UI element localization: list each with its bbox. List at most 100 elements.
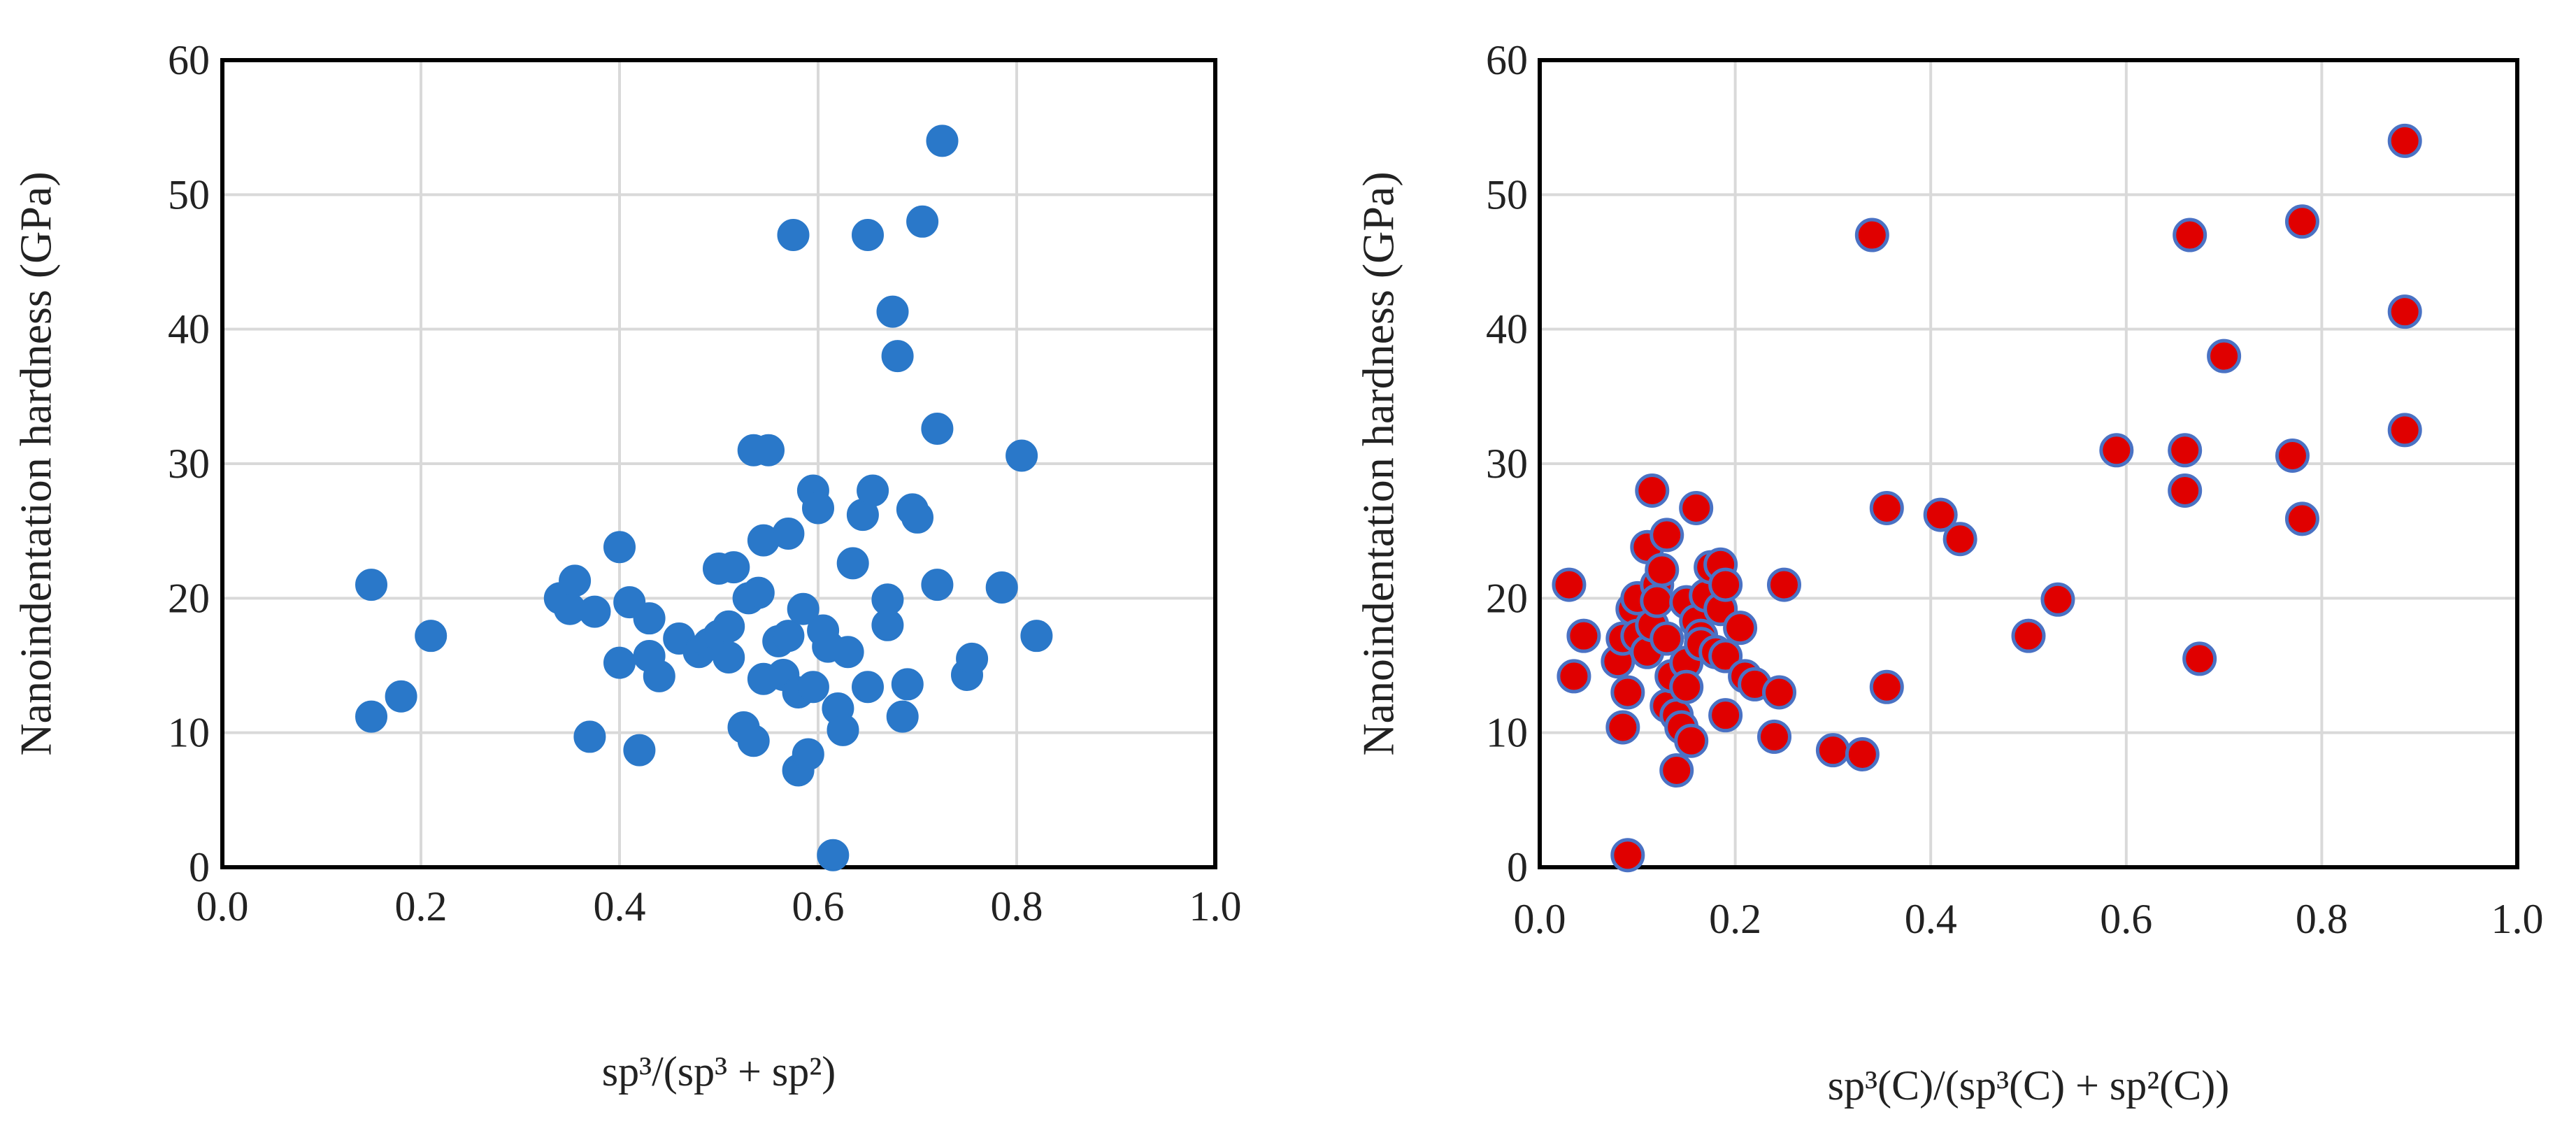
x-tick-label-left: 0.4 (594, 883, 646, 929)
data-point-right (1674, 723, 1709, 758)
data-point-left (603, 646, 636, 679)
data-point-right (1869, 669, 1904, 704)
y-tick-label-left: 40 (168, 306, 210, 352)
data-point-right (1610, 838, 1645, 873)
data-point-left (573, 720, 606, 753)
data-point-right (1635, 473, 1670, 508)
data-point-right (2387, 413, 2422, 448)
data-point-left (772, 518, 805, 550)
y-tick-label-right: 10 (1486, 710, 1528, 756)
y-ticks-left: 0 10 20 30 40 50 60 (168, 37, 210, 890)
data-point-right (1708, 567, 1743, 602)
data-point-right (1679, 490, 1714, 525)
data-point-right (2011, 618, 2046, 653)
data-point-right (2182, 641, 2217, 676)
y-tick-label-left: 30 (168, 441, 210, 487)
data-point-left (817, 839, 850, 871)
x-tick-label-right: 0.0 (1514, 896, 1566, 942)
data-point-right (2168, 473, 2203, 508)
data-point-right (1650, 518, 1684, 553)
data-point-right (1708, 639, 1743, 674)
data-point-right (1645, 553, 1680, 587)
x-ticks-right: 0.0 0.2 0.4 0.6 0.8 1.0 (1514, 896, 2544, 942)
data-point-left (926, 124, 959, 157)
x-tick-label-left: 0.0 (196, 883, 249, 929)
data-point-right (1605, 710, 1640, 745)
data-point-right (1557, 659, 1591, 694)
data-point-left (772, 620, 805, 653)
y-ticks-right: 0 10 20 30 40 50 60 (1486, 37, 1528, 890)
plot-frame-left (220, 58, 1217, 869)
x-axis-label-right: sp³(C)/(sp³(C) + sp²(C)) (1828, 1062, 2229, 1109)
data-point-left (985, 571, 1018, 604)
data-point-left (886, 700, 919, 733)
data-point-left (777, 219, 810, 252)
data-point-right (2284, 204, 2319, 239)
data-point-right (1854, 218, 1889, 252)
data-point-right (2275, 438, 2310, 473)
x-tick-label-left: 0.2 (395, 883, 448, 929)
x-ticks-left: 0.0 0.2 0.4 0.6 0.8 1.0 (196, 883, 1242, 929)
data-point-right (2040, 582, 2075, 617)
data-point-left (355, 569, 387, 601)
data-point-right (1762, 675, 1797, 710)
grid-left (221, 59, 1217, 869)
data-point-right (1552, 567, 1587, 602)
data-point-right (1923, 497, 1958, 532)
y-tick-label-right: 60 (1486, 37, 1528, 83)
data-point-right (1650, 621, 1684, 656)
points-right (1552, 123, 2422, 873)
data-point-right (1659, 753, 1694, 788)
x-tick-label-left: 1.0 (1189, 883, 1242, 929)
y-tick-label-left: 60 (168, 37, 210, 83)
data-point-left (742, 576, 775, 609)
y-tick-label-left: 50 (168, 171, 210, 218)
data-point-right (1757, 719, 1792, 754)
data-point-right (1845, 736, 1880, 771)
data-point-left (1006, 439, 1038, 472)
data-point-left (355, 700, 387, 733)
data-point-left (876, 295, 909, 328)
data-point-left (752, 434, 785, 466)
y-tick-label-left: 20 (168, 575, 210, 621)
data-point-right (2168, 433, 2203, 468)
data-point-right (2387, 123, 2422, 158)
chart-left: 0 10 20 30 40 50 60 0.0 0.2 0.4 0.6 0.8 1.0 sp³/(sp… (11, 37, 1242, 1095)
x-tick-label-left: 0.8 (991, 883, 1043, 929)
data-point-left (802, 492, 834, 525)
data-point-left (415, 620, 448, 653)
data-point-left (578, 595, 611, 628)
data-point-left (857, 474, 889, 507)
data-point-left (643, 660, 675, 692)
x-tick-label-right: 0.6 (2100, 896, 2152, 942)
data-point-left (737, 725, 770, 757)
y-tick-label-right: 0 (1507, 844, 1528, 890)
data-point-right (1708, 698, 1743, 733)
y-tick-label-right: 20 (1486, 575, 1528, 621)
y-tick-label-right: 50 (1486, 171, 1528, 218)
data-point-right (1669, 669, 1704, 704)
data-point-left (921, 412, 954, 445)
data-point-left (713, 641, 745, 674)
data-point-right (2207, 339, 2242, 373)
data-point-right (1815, 733, 1850, 768)
data-point-left (871, 583, 904, 616)
data-point-left (906, 205, 939, 238)
x-tick-label-right: 0.8 (2296, 896, 2348, 942)
y-axis-label-left: Nanoindentation hardness (GPa) (11, 171, 61, 755)
data-point-left (891, 668, 924, 701)
data-point-left (881, 340, 914, 373)
data-point-left (1020, 620, 1053, 653)
y-tick-label-right: 40 (1486, 306, 1528, 352)
data-point-right (2387, 294, 2422, 329)
data-point-left (852, 671, 884, 704)
data-point-left (787, 592, 820, 625)
data-point-left (921, 569, 954, 601)
data-point-left (836, 547, 869, 580)
data-point-left (633, 602, 666, 635)
data-point-right (2284, 501, 2319, 536)
y-tick-label-left: 10 (168, 710, 210, 756)
data-point-left (713, 610, 745, 643)
data-point-left (717, 551, 750, 584)
data-point-right (1640, 583, 1675, 618)
